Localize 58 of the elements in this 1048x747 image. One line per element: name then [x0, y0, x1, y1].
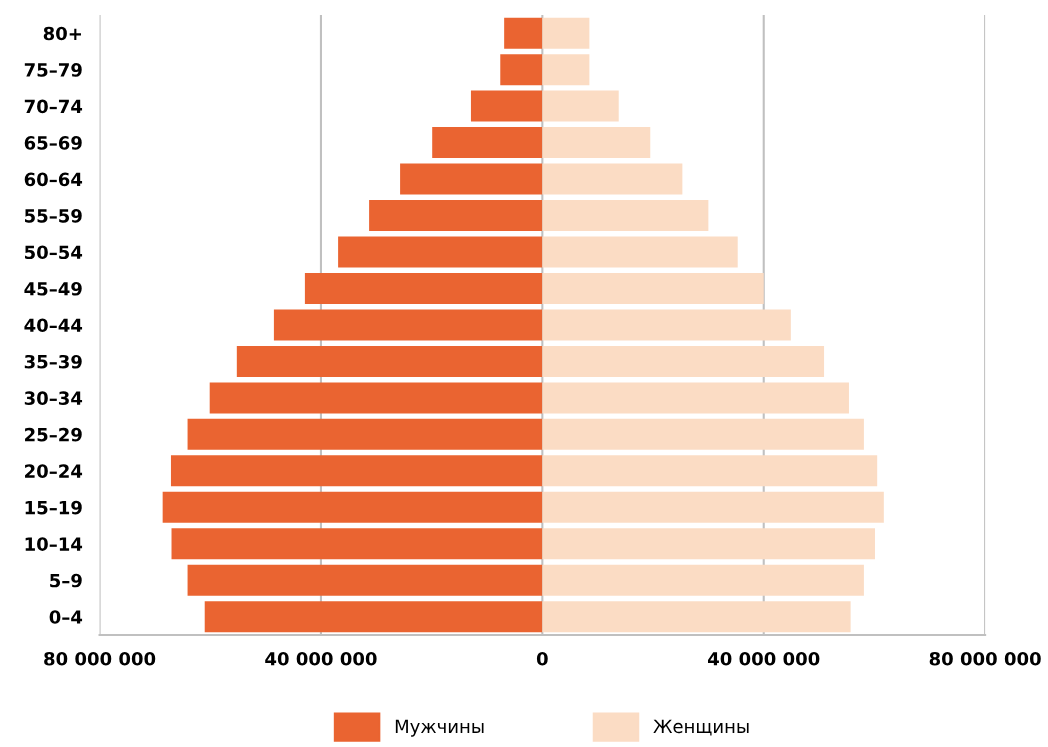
- bar: [542, 309, 791, 341]
- x-tick-label: 0: [536, 651, 548, 666]
- legend-label: Мужчины: [395, 719, 484, 737]
- bar: [187, 564, 543, 596]
- bar: [338, 236, 543, 268]
- bar: [542, 90, 619, 122]
- bar: [542, 127, 651, 159]
- bar: [542, 491, 884, 523]
- bar: [400, 163, 543, 195]
- bar: [209, 382, 543, 414]
- bar: [542, 54, 590, 86]
- x-tick-label: 80 000 000: [929, 651, 1041, 666]
- bar: [542, 382, 849, 414]
- y-tick-label: 5–9: [50, 573, 82, 588]
- bar: [162, 491, 543, 523]
- y-tick-label: 10–14: [25, 537, 83, 551]
- bar: [304, 272, 543, 304]
- x-tick-label: 40 000 000: [265, 651, 377, 666]
- y-tick-label: 70–74: [24, 99, 83, 114]
- y-tick-label: 55–59: [25, 209, 82, 223]
- bar: [432, 127, 543, 159]
- bar: [171, 528, 543, 560]
- y-tick-label: 60–64: [24, 172, 83, 187]
- bar: [542, 418, 864, 450]
- bar: [204, 601, 543, 633]
- y-tick-label: 35–39: [24, 354, 82, 369]
- x-tick-label: 80 000 000: [44, 651, 156, 666]
- bar: [236, 345, 543, 377]
- bar: [542, 528, 875, 560]
- bar: [170, 455, 543, 487]
- bar: [500, 54, 543, 86]
- y-tick-label: 80+: [43, 26, 81, 41]
- y-tick-label: 30–34: [24, 391, 83, 405]
- bar: [542, 455, 878, 487]
- bar: [273, 309, 543, 341]
- bar: [542, 345, 825, 377]
- bar: [542, 17, 590, 49]
- bar: [542, 272, 764, 304]
- bar: [504, 17, 543, 49]
- bar: [542, 163, 683, 195]
- y-tick-label: 75–79: [24, 63, 82, 77]
- bar: [187, 418, 543, 450]
- y-tick-label: 65–69: [24, 136, 82, 150]
- y-tick-label: 40–44: [24, 318, 83, 333]
- y-tick-label: 45–49: [24, 281, 82, 296]
- bar: [542, 236, 738, 268]
- legend-label: Женщины: [653, 719, 749, 736]
- y-tick-label: 50–54: [25, 245, 83, 260]
- bar: [542, 564, 864, 596]
- bar: [542, 200, 709, 232]
- bar: [369, 200, 543, 232]
- x-tick-label: 40 000 000: [708, 651, 820, 666]
- y-tick-label: 25–29: [25, 427, 82, 442]
- y-tick-label: 15–19: [25, 500, 82, 515]
- bar: [542, 601, 851, 633]
- y-tick-label: 0–4: [49, 610, 83, 624]
- bar: [470, 90, 543, 122]
- y-tick-label: 20–24: [25, 464, 83, 478]
